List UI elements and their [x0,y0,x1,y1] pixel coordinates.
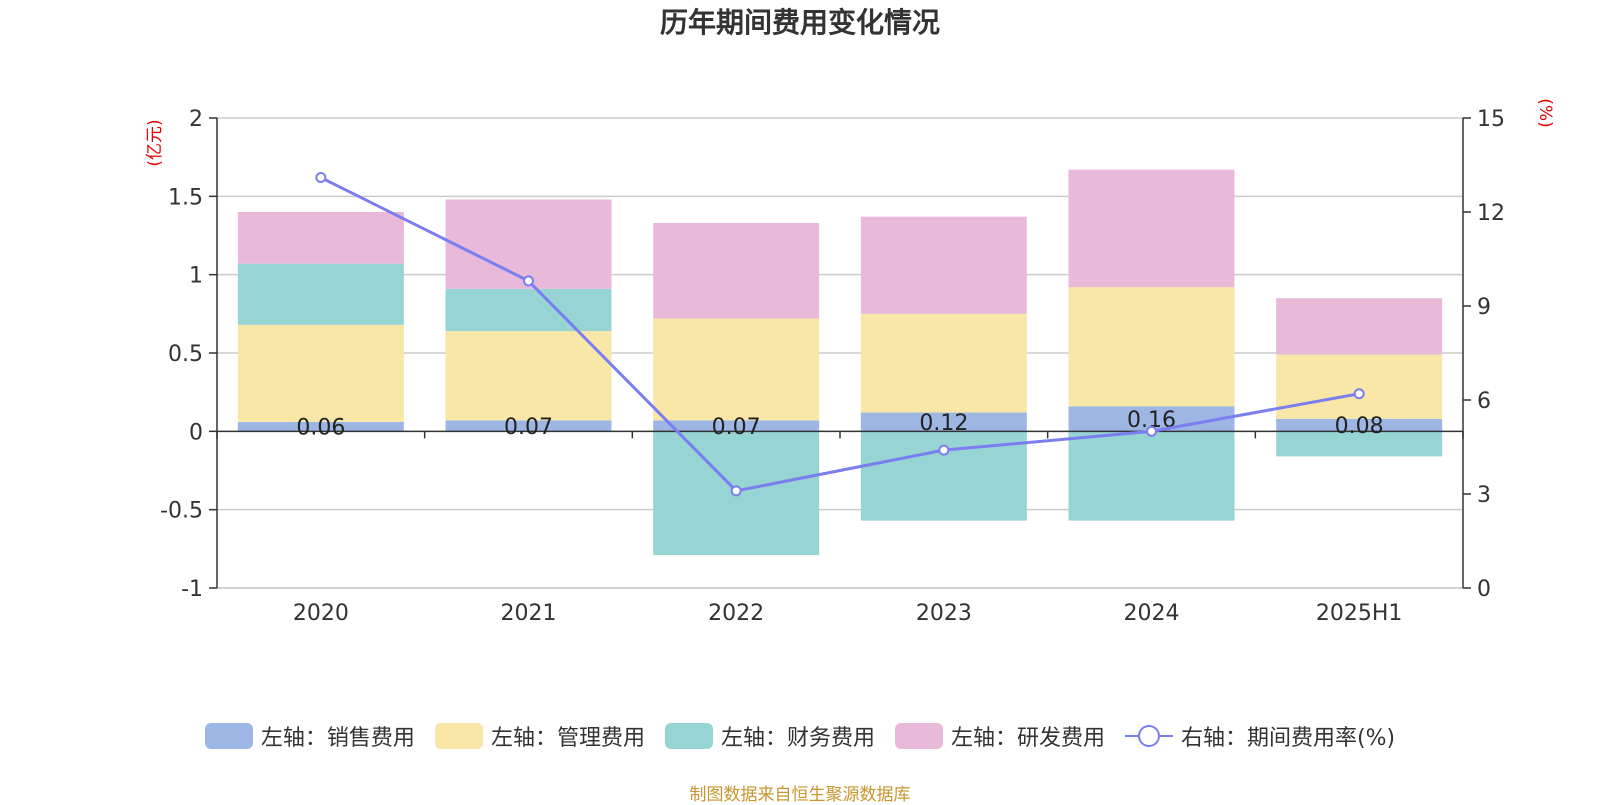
left-tick-label: 1.5 [168,185,203,210]
category-label: 2023 [916,601,972,626]
bar-segment [860,216,1027,314]
legend-label-rate: 右轴：期间费用率(%) [1180,726,1396,751]
bar-segment [237,324,404,422]
left-tick-label: -0.5 [160,499,203,524]
legend-item-sales[interactable]: 左轴：销售费用 [204,720,415,752]
bar-segment [237,263,404,325]
left-tick-label: 0 [189,420,203,445]
data-label: 0.08 [1335,414,1384,439]
legend-line-circle-icon [1124,725,1173,747]
chart-legend: 左轴：销售费用 左轴：管理费用 左轴：财务费用 左轴：研发费用 右轴：期间费用率… [0,718,1600,754]
bar-segment [445,420,612,432]
rate-point [1146,425,1157,437]
right-tick-label: 15 [1477,107,1505,132]
legend-swatch-admin [434,723,483,749]
bar-segment [237,421,404,432]
bar-segment [237,212,404,264]
rate-point [1353,388,1365,400]
legend-item-rnd[interactable]: 左轴：研发费用 [894,720,1105,752]
bar-segment [860,412,1027,432]
legend-item-admin[interactable]: 左轴：管理费用 [434,720,645,752]
right-tick-label: 3 [1477,483,1491,508]
rate-point [523,275,534,287]
rate-point [938,444,950,456]
rate-point [730,485,742,497]
data-label: 0.07 [504,415,553,440]
right-tick-label: 12 [1477,201,1505,226]
bar-segment [1068,169,1235,288]
bar-segment [1068,287,1235,407]
left-tick-label: -1 [181,577,203,602]
bar-segment [1276,431,1443,457]
right-tick-label: 6 [1477,389,1491,414]
data-label: 0.06 [296,416,345,441]
bar-segment [653,420,820,432]
bar-segment [445,199,612,289]
bar-segment [445,288,612,332]
left-tick-label: 1 [189,264,203,289]
grid-lines [217,117,1463,589]
left-tick-label: 0.5 [168,342,203,367]
right-tick-label: 9 [1477,295,1491,320]
bar-segment [1276,298,1443,355]
source-note: 制图数据来自恒生聚源数据库 [689,785,911,805]
bar-segment [860,313,1027,413]
rate-line [320,176,1360,493]
legend-swatch-rnd [894,723,943,749]
right-tick-label: 0 [1477,577,1491,602]
category-label: 2025H1 [1316,601,1403,626]
category-label: 2020 [293,601,349,626]
legend-label-rnd: 左轴：研发费用 [950,726,1105,751]
category-label: 2022 [708,601,764,626]
legend-swatch-finance [664,723,713,749]
bar-segment [653,318,820,421]
data-label: 0.07 [712,415,761,440]
data-label: 0.12 [919,411,968,436]
category-label: 2021 [501,601,557,626]
legend-swatch-sales [204,723,253,749]
category-label: 2024 [1124,601,1180,626]
bar-segment [445,331,612,421]
bar-segment [653,222,820,319]
rate-line-series [315,172,1365,497]
axes: -1 -0.5 0 0.5 1 1.5 2 0 3 6 9 12 15 2020 2021 2022 2023 2… [160,107,1505,626]
bar-segment [1276,418,1443,432]
left-axis-unit: (亿元) [145,119,165,166]
chart-title: 历年期间费用变化情况 [660,6,940,39]
legend-item-rate[interactable]: 右轴：期间费用率(%) [1124,720,1396,752]
legend-label-admin: 左轴：管理费用 [490,726,645,751]
legend-label-sales: 左轴：销售费用 [260,726,415,751]
legend-label-finance: 左轴：财务费用 [720,726,875,751]
rate-point [315,172,327,184]
left-tick-label: 2 [189,107,203,132]
bar-segment [1276,354,1443,419]
legend-item-finance[interactable]: 左轴：财务费用 [664,720,875,752]
right-axis-unit: (%) [1535,98,1555,127]
bar-segment [1068,431,1235,521]
